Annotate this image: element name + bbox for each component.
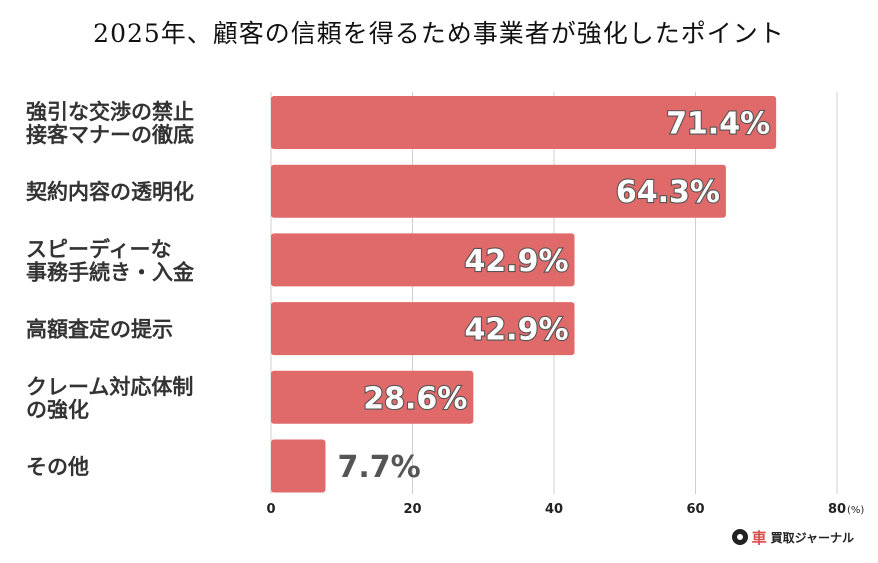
- data-label: 42.9%: [464, 244, 568, 279]
- category-label: その他: [26, 455, 89, 479]
- brand-watermark: 車 買取ジャーナル: [731, 526, 854, 548]
- category-label-layer: 強引な交渉の禁止接客マナーの徹底契約内容の透明化スピーディーな事務手続き・入金高…: [25, 100, 195, 479]
- category-label: 強引な交渉の禁止: [26, 100, 194, 124]
- bar: [271, 370, 474, 424]
- bar: [271, 96, 777, 149]
- chart-title: 2025年、顧客の信頼を得るため事業者が強化したポイント: [93, 19, 785, 48]
- category-label: 事務手続き・入金: [26, 260, 195, 284]
- x-tick-label: 40: [545, 502, 563, 517]
- grid-layer: [270, 92, 838, 494]
- category-label: クレーム対応体制: [26, 375, 193, 399]
- x-tick-label: 20: [403, 502, 421, 517]
- brand-black-text: 買取ジャーナル: [770, 530, 854, 545]
- category-label: スピーディーな: [26, 237, 172, 261]
- value-label-layer: 71.4% 64.3% 42.9% 42.9% 28.6% 7.7%: [337, 105, 771, 485]
- bar: [271, 233, 575, 287]
- brand-red-text: 車: [751, 528, 767, 547]
- car-wheel-icon: [731, 529, 748, 545]
- x-unit-label: (%): [847, 505, 864, 516]
- bar: [271, 302, 575, 356]
- data-label: 7.7%: [337, 450, 420, 485]
- bar: [271, 164, 726, 218]
- x-tick-label: 80: [828, 502, 846, 517]
- x-tick-label: 60: [686, 502, 704, 517]
- data-label: 28.6%: [363, 381, 467, 416]
- bar: [271, 439, 326, 493]
- data-label: 64.3%: [616, 175, 720, 210]
- category-label: 高額査定の提示: [26, 318, 173, 342]
- category-label: の強化: [26, 398, 89, 422]
- tick-label-layer: 0 20 40 60 80 (%): [266, 502, 864, 517]
- bar-layer: [271, 96, 777, 493]
- data-label: 71.4%: [666, 107, 770, 142]
- category-label: 契約内容の透明化: [25, 180, 194, 204]
- x-tick-label: 0: [266, 502, 275, 517]
- category-label: 接客マナーの徹底: [26, 123, 194, 147]
- data-label: 42.9%: [464, 313, 568, 348]
